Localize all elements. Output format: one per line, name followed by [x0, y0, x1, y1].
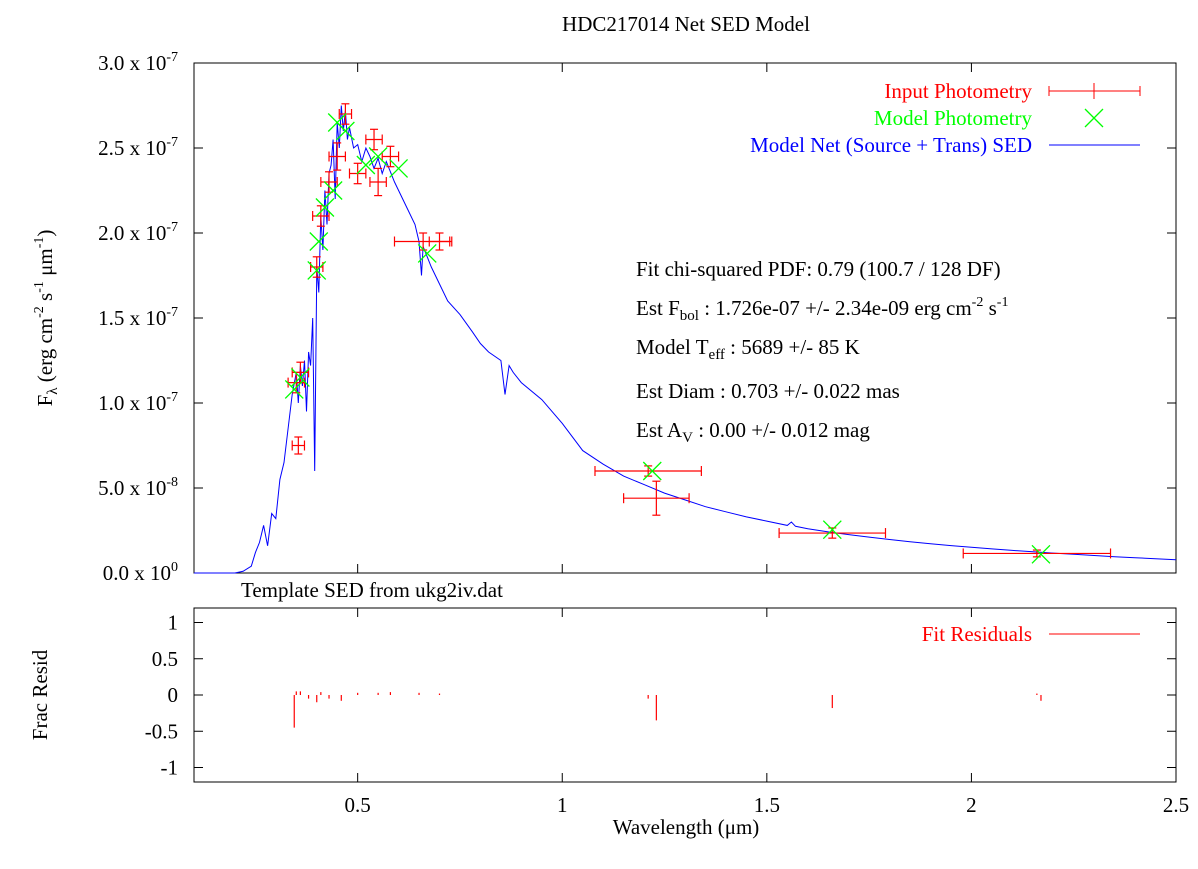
input-photometry-point: [365, 128, 383, 151]
lower-y-tick-label: 0.5: [152, 647, 178, 671]
upper-y-tick-label: 2.5 x 10-7: [98, 135, 178, 160]
legend-label-model: Model Photometry: [874, 106, 1033, 130]
upper-y-tick-label: 0.0 x 100: [103, 560, 178, 585]
model-photometry-point: [315, 198, 335, 217]
model-photometry-point: [323, 181, 343, 200]
fit-annotations: Fit chi-squared PDF: 0.79 (100.7 / 128 D…: [241, 257, 1008, 602]
model-photometry-point: [284, 379, 304, 399]
legend-label-residuals: Fit Residuals: [922, 622, 1032, 646]
upper-y-tick-label: 1.5 x 10-7: [98, 305, 178, 330]
lower-y-tick-label: 1: [168, 611, 179, 635]
model-photometry-point: [822, 520, 842, 540]
upper-y-tick-label: 5.0 x 10-8: [98, 475, 178, 500]
annot-teff: Model Teff : 5689 +/- 85 K: [636, 335, 860, 363]
input-photometry-point: [328, 142, 346, 171]
model-photometry-layer: [284, 113, 1051, 564]
annot-diam: Est Diam : 0.703 +/- 0.022 mas: [636, 379, 900, 403]
chart-title: HDC217014 Net SED Model: [562, 12, 810, 36]
x-axis-label: Wavelength (μm): [613, 815, 760, 839]
lower-y-tick-label: 0: [168, 683, 179, 707]
upper-axis-ticks: [194, 62, 1177, 574]
x-tick-label: 2: [966, 793, 977, 817]
x-tick-label: 2.5: [1163, 793, 1189, 817]
upper-legend: Input Photometry Model Photometry Model …: [750, 79, 1141, 157]
lower-legend: Fit Residuals: [922, 622, 1140, 646]
model-photometry-point: [356, 155, 376, 175]
model-photometry-point: [642, 461, 662, 481]
x-tick-label: 1.5: [754, 793, 780, 817]
input-photometry-point: [320, 171, 338, 193]
upper-y-tick-label: 1.0 x 10-7: [98, 390, 178, 415]
input-photometry-point: [428, 232, 451, 251]
lower-y-tick-labels: 1 0.5 0 -0.5 -1: [145, 611, 178, 780]
x-tick-label: 1: [557, 793, 568, 817]
svg-text:Fλ (erg cm-2 s-1 μm-1): Fλ (erg cm-2 s-1 μm-1): [32, 230, 61, 407]
upper-y-tick-label: 3.0 x 10-7: [98, 50, 178, 75]
model-photometry-point: [309, 232, 329, 251]
x-tick-labels: 0.5 1 1.5 2 2.5: [345, 793, 1190, 817]
model-photometry-point: [389, 158, 409, 178]
legend-model-marker: [1084, 108, 1104, 128]
annot-chi2: Fit chi-squared PDF: 0.79 (100.7 / 128 D…: [636, 257, 1001, 281]
input-photometry-point: [312, 205, 330, 227]
lower-axis-ticks: [194, 608, 1177, 782]
model-photometry-point: [335, 121, 355, 141]
upper-y-tick-label: 2.0 x 10-7: [98, 220, 178, 245]
upper-y-tick-labels: 0.0 x 100 5.0 x 10-8 1.0 x 10-7 1.5 x 10-7 2…: [98, 50, 178, 585]
annot-av: Est AV : 0.00 +/- 0.012 mag: [636, 418, 870, 446]
legend-label-input: Input Photometry: [884, 79, 1032, 103]
x-tick-label: 0.5: [345, 793, 371, 817]
residuals-layer: [293, 691, 1042, 728]
model-photometry-point: [290, 368, 310, 387]
model-photometry-point: [307, 260, 327, 280]
input-photometry-point: [369, 167, 387, 197]
model-photometry-point: [368, 147, 388, 166]
input-photometry-point: [291, 436, 306, 455]
annot-fbol: Est Fbol : 1.726e-07 +/- 2.34e-09 erg cm…: [636, 295, 1008, 324]
model-photometry-point: [1031, 544, 1051, 564]
input-photometry-point: [623, 480, 690, 516]
lower-y-tick-label: -1: [161, 756, 179, 780]
template-label: Template SED from ukg2iv.dat: [241, 578, 503, 602]
lower-y-axis-label: Frac Resid: [28, 649, 52, 740]
input-photometry-layer: [287, 103, 1112, 559]
legend-label-sed: Model Net (Source + Trans) SED: [750, 133, 1032, 157]
lower-y-tick-label: -0.5: [145, 719, 178, 743]
upper-y-axis-label: Fλ (erg cm-2 s-1 μm-1): [32, 230, 61, 407]
model-photometry-point: [417, 243, 437, 263]
